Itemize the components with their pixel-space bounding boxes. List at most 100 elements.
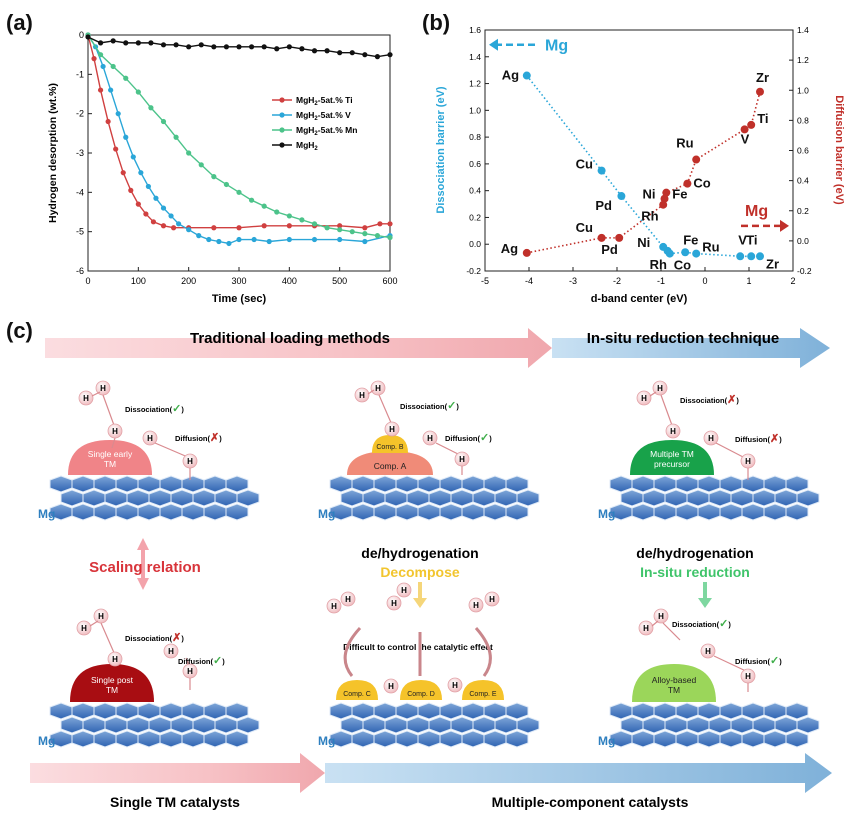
data-point <box>236 236 242 243</box>
data-point <box>349 229 355 235</box>
hydrogen-atom: H <box>386 595 402 611</box>
data-point <box>683 179 692 188</box>
x-tick-label: 200 <box>181 276 196 286</box>
curved-arrows <box>343 626 492 677</box>
hydrogen-atom: H <box>454 451 470 467</box>
hydrogen-atom: H <box>652 380 668 396</box>
dissociation-status: Dissociation(✓) <box>125 403 184 415</box>
svg-text:H: H <box>459 455 465 464</box>
mg-lattice-hex <box>192 489 216 507</box>
data-point <box>236 189 242 195</box>
mg-lattice-hex <box>741 702 765 720</box>
right-y-tick-label: 1.0 <box>797 85 809 95</box>
mg-lattice-hex <box>505 702 529 720</box>
x-tick-label: 300 <box>231 276 246 286</box>
point-label: Ru <box>676 136 693 151</box>
mg-lattice-hex <box>71 702 95 720</box>
hydrogen-atom: H <box>383 678 399 694</box>
point-label: Pd <box>601 242 618 257</box>
mg-lattice-hex <box>329 702 353 720</box>
y-tick-label: -3 <box>76 148 84 158</box>
mg-lattice-hex <box>181 475 205 493</box>
single-post-tm-particle: Single post TM <box>70 664 154 702</box>
panel-a-label: (a) <box>6 10 33 35</box>
mg-lattice-hex <box>181 503 205 521</box>
mg-lattice-hex <box>461 702 485 720</box>
data-point <box>681 248 690 257</box>
dissociation-status: Dissociation(✓) <box>400 400 459 412</box>
mg-lattice-hex <box>104 489 128 507</box>
mg-lattice-hex <box>71 475 95 493</box>
mg-diffusion-arrowhead <box>780 219 789 232</box>
data-point <box>223 181 230 188</box>
data-point <box>324 225 330 231</box>
comp-b-label: Comp. B <box>376 444 404 451</box>
hydrogen-atom: H <box>340 591 356 607</box>
data-point <box>160 223 167 229</box>
mg-lattice-hex <box>763 730 787 748</box>
mg-lattice-hex <box>82 716 106 734</box>
mg-lattice-hex <box>785 475 809 493</box>
mg-lattice-hex <box>675 475 699 493</box>
mg-lattice-hex <box>708 716 732 734</box>
data-point <box>206 236 212 243</box>
svg-text:H: H <box>705 647 711 656</box>
data-point <box>198 162 204 168</box>
svg-text:H: H <box>112 655 118 664</box>
mg-lattice-hex <box>516 489 540 507</box>
x-tick-label: 100 <box>131 276 146 286</box>
data-point <box>311 236 318 243</box>
mg-lattice-hex <box>719 702 743 720</box>
hydrogen-atom: H <box>396 582 412 598</box>
mg-lattice-hex <box>428 716 452 734</box>
data-point <box>120 170 126 176</box>
data-point <box>374 233 381 239</box>
left-y-tick-label: 1.2 <box>469 79 481 89</box>
mg-lattice-hex <box>763 475 787 493</box>
data-point <box>597 166 606 175</box>
mg-label: Mg <box>318 507 335 521</box>
data-point <box>85 34 91 40</box>
legend-marker <box>279 97 285 103</box>
alloy-label-1: Alloy-based <box>652 675 697 685</box>
hydrogen-atom: H <box>163 643 179 659</box>
diffusion-status: Diffusion(✗) <box>735 433 782 445</box>
hydrogen-atom: H <box>700 643 716 659</box>
mg-lattice-hex <box>450 716 474 734</box>
mg-lattice-hex <box>137 503 161 521</box>
dissociation-status: Dissociation(✗) <box>125 632 184 644</box>
mg-lattice-hex <box>785 702 809 720</box>
mg-lattice-hex <box>675 503 699 521</box>
mg-label: Mg <box>38 734 55 748</box>
hydrogen-atom: H <box>142 430 158 446</box>
x-tick-label: 2 <box>790 276 795 286</box>
y-tick-label: -4 <box>76 187 84 197</box>
point-label: Rh <box>650 257 667 272</box>
data-point <box>153 195 159 201</box>
series-line <box>87 34 391 245</box>
mg-lattice-hex <box>494 716 518 734</box>
data-point <box>311 221 318 227</box>
mg-lattice-hex <box>774 716 798 734</box>
mg-lattice-hex <box>417 702 441 720</box>
mg-label: Mg <box>38 507 55 521</box>
mg-substrate-compAB: Mg <box>318 475 540 521</box>
mg-lattice-hex <box>115 702 139 720</box>
mg-lattice-hex <box>653 503 677 521</box>
mg-lattice-hex <box>439 503 463 521</box>
data-point <box>747 120 756 129</box>
data-point <box>660 194 669 203</box>
decompose-label: Decompose <box>380 564 460 580</box>
mg-substrate-precursor: Mg <box>598 475 820 521</box>
mg-lattice-hex <box>126 489 150 507</box>
mg-lattice-hex <box>93 730 117 748</box>
mg-lattice-hex <box>730 716 754 734</box>
y-tick-label: 0 <box>79 30 84 40</box>
mg-substrate-alloy: Mg <box>598 702 820 748</box>
left-y-tick-label: 0.8 <box>469 132 481 142</box>
svg-text:H: H <box>745 672 751 681</box>
mg-lattice-hex <box>148 489 172 507</box>
series-line <box>87 34 391 239</box>
mg-lattice-hex <box>686 489 710 507</box>
comp-c-label: Comp. C <box>343 691 371 698</box>
